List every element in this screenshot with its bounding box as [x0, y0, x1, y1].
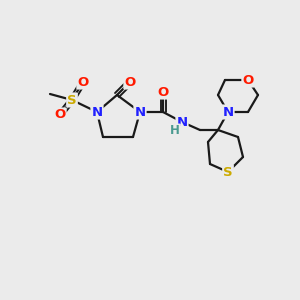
Text: O: O	[54, 109, 66, 122]
Text: O: O	[124, 76, 136, 88]
Text: O: O	[242, 74, 253, 86]
Text: N: N	[134, 106, 146, 118]
Text: O: O	[77, 76, 88, 88]
Text: H: H	[170, 124, 180, 137]
Text: N: N	[92, 106, 103, 118]
Text: N: N	[176, 116, 188, 128]
Text: S: S	[223, 166, 233, 178]
Text: O: O	[158, 85, 169, 98]
Text: S: S	[67, 94, 77, 106]
Text: N: N	[222, 106, 234, 118]
